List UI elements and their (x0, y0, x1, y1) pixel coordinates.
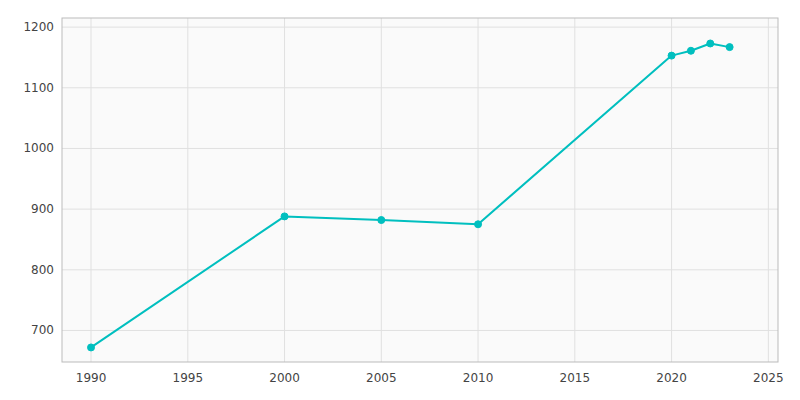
grid (62, 18, 778, 362)
x-grid-line (574, 18, 575, 362)
x-tick-label: 1995 (173, 371, 204, 385)
y-tick-label: 800 (31, 263, 54, 277)
y-tick-label: 900 (31, 202, 54, 216)
x-tick-label: 2025 (753, 371, 784, 385)
y-tick-label: 1000 (23, 141, 54, 155)
line (91, 43, 730, 347)
marker (475, 221, 482, 228)
x-tick-label: 2020 (656, 371, 687, 385)
y-tick-label: 1200 (23, 20, 54, 34)
chart: 1990 1995 2000 2005 2010 2015 2020 2025 700 800 90… (0, 0, 800, 400)
tick-labels: 1990 1995 2000 2005 2010 2015 2020 2025 700 800 90… (23, 20, 783, 385)
y-grid-line (62, 209, 778, 210)
chart-container: 1990 1995 2000 2005 2010 2015 2020 2025 700 800 90… (0, 0, 800, 400)
x-grid-line (768, 18, 769, 362)
y-tick-label: 700 (31, 323, 54, 337)
x-tick-label: 2015 (560, 371, 591, 385)
marker (378, 217, 385, 224)
y-grid-line (62, 330, 778, 331)
marker (88, 344, 95, 351)
y-grid-line (62, 27, 778, 28)
marker (281, 213, 288, 220)
y-tick-label: 1100 (23, 81, 54, 95)
marker (707, 40, 714, 47)
marker (668, 52, 675, 59)
x-tick-label: 1990 (76, 371, 107, 385)
plot-background (62, 18, 778, 362)
y-grid-line (62, 148, 778, 149)
x-grid-line (284, 18, 285, 362)
x-grid-line (671, 18, 672, 362)
x-tick-label: 2005 (366, 371, 397, 385)
marker (687, 47, 694, 54)
x-tick-label: 2010 (463, 371, 494, 385)
x-grid-line (91, 18, 92, 362)
series (88, 40, 734, 351)
plot-frame (62, 18, 778, 362)
marker (726, 44, 733, 51)
x-grid-line (478, 18, 479, 362)
x-grid-line (187, 18, 188, 362)
x-tick-label: 2000 (269, 371, 300, 385)
x-grid-line (381, 18, 382, 362)
y-grid-line (62, 87, 778, 88)
y-grid-line (62, 269, 778, 270)
